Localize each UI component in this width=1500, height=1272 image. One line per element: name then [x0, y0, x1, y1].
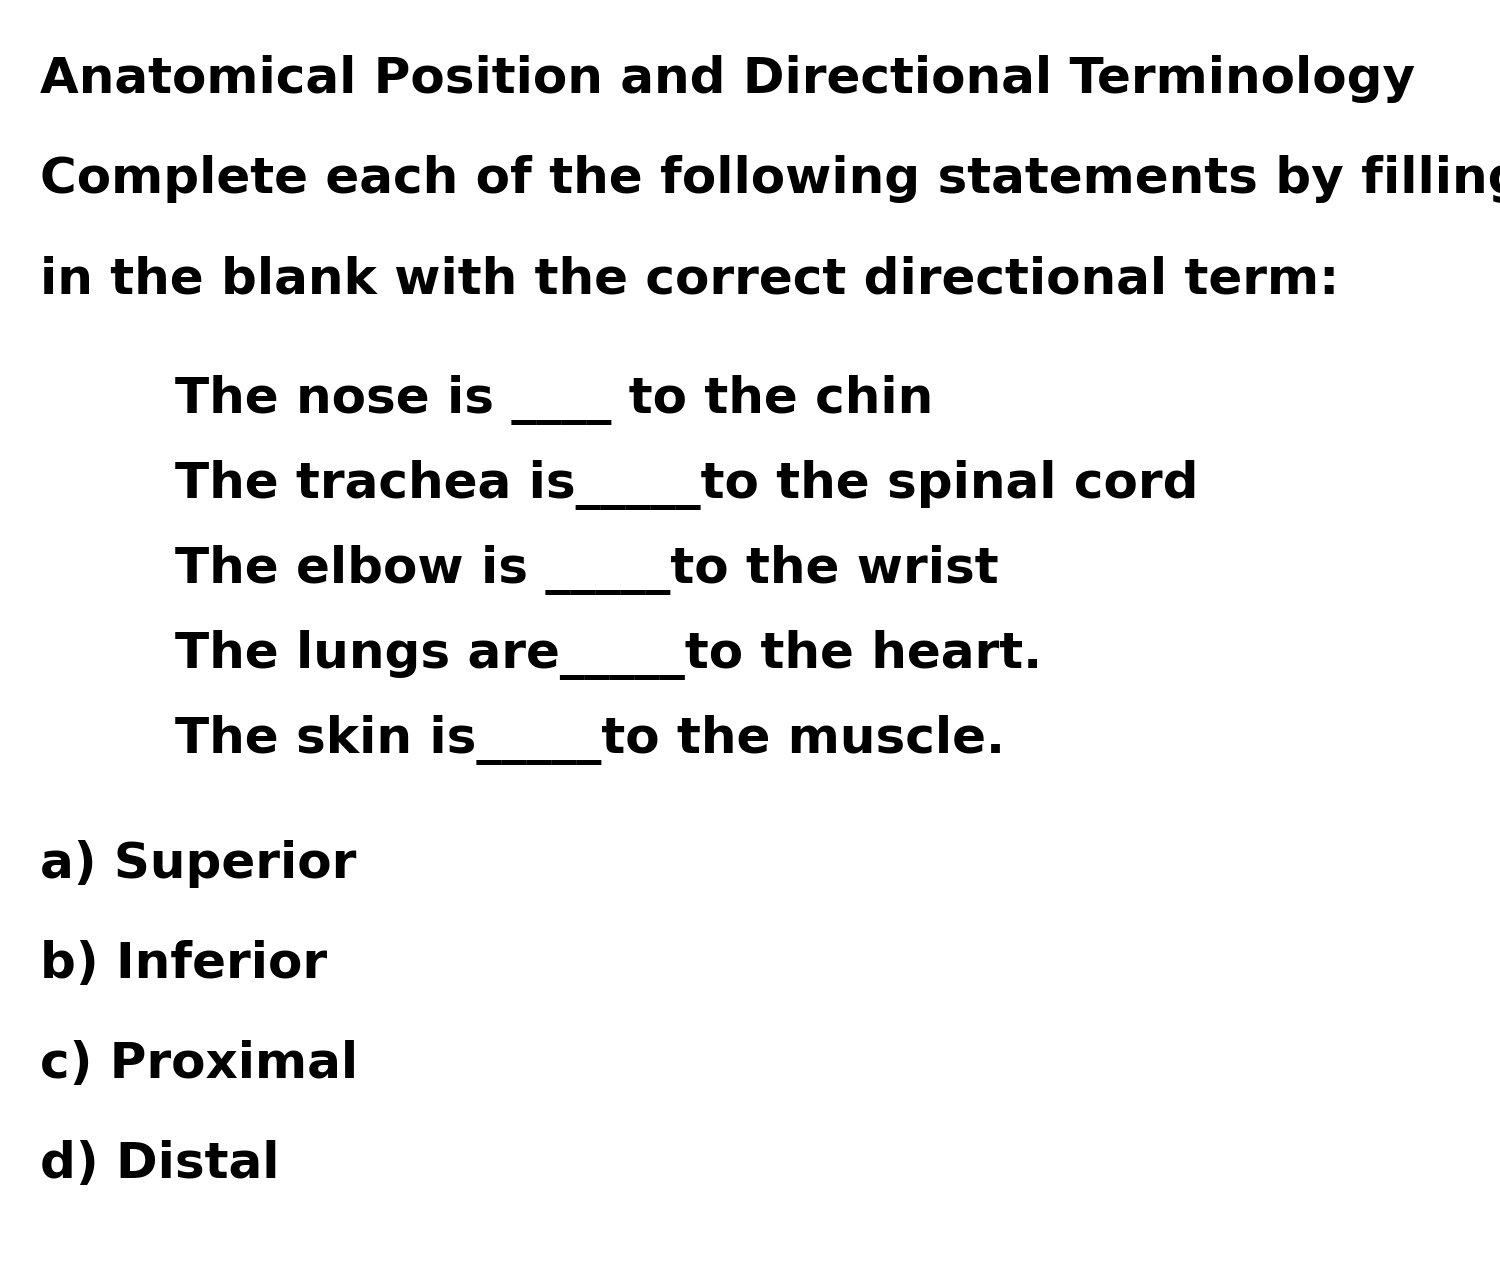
Text: The skin is_____to the muscle.: The skin is_____to the muscle. [176, 715, 1005, 764]
Text: The lungs are_____to the heart.: The lungs are_____to the heart. [176, 630, 1042, 681]
Text: d) Distal: d) Distal [40, 1140, 279, 1188]
Text: b) Inferior: b) Inferior [40, 940, 327, 988]
Text: a) Superior: a) Superior [40, 840, 357, 888]
Text: The nose is ____ to the chin: The nose is ____ to the chin [176, 375, 933, 425]
Text: The trachea is_____to the spinal cord: The trachea is_____to the spinal cord [176, 460, 1198, 510]
Text: Complete each of the following statements by filling: Complete each of the following statement… [40, 155, 1500, 204]
Text: c) Proximal: c) Proximal [40, 1040, 358, 1088]
Text: The elbow is _____to the wrist: The elbow is _____to the wrist [176, 544, 999, 595]
Text: Anatomical Position and Directional Terminology: Anatomical Position and Directional Term… [40, 55, 1414, 103]
Text: in the blank with the correct directional term:: in the blank with the correct directiona… [40, 254, 1340, 303]
